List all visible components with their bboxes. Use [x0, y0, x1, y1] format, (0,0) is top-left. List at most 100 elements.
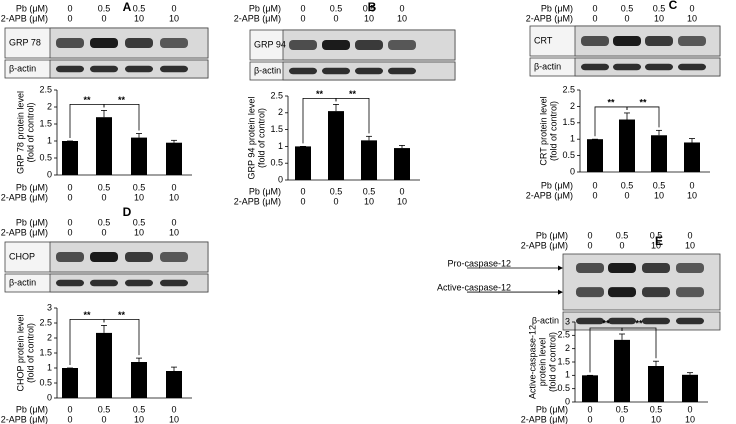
blot-band: [90, 279, 118, 287]
blot-band: [613, 63, 641, 71]
blot-band: [388, 67, 416, 75]
significance-bracket: [103, 104, 140, 131]
blot-arrowhead: [558, 265, 563, 271]
significance-label: **: [639, 97, 647, 107]
significance-label: **: [607, 97, 615, 107]
header-treatment-level: 0: [624, 13, 629, 23]
header-treatment-level: 0: [687, 230, 692, 240]
header-treatment-level: 0: [171, 217, 176, 227]
y-tick-label: 1.5: [39, 347, 52, 357]
y-axis-label: CHOP protein level: [15, 315, 25, 392]
blot-label: β-actin: [9, 63, 36, 73]
header-treatment-level: 0.5: [653, 3, 666, 13]
blot-band: [576, 263, 604, 273]
bar: [682, 374, 698, 402]
blot-band: [642, 287, 670, 298]
y-tick-label: 2.5: [557, 330, 570, 340]
x-treatment-level: 10: [134, 192, 144, 202]
y-tick-label: 0: [565, 396, 570, 406]
blot-band: [608, 287, 636, 298]
bar: [361, 140, 377, 180]
y-tick-label: 2: [278, 107, 283, 117]
x-treatment-name: 2-APB (μM): [526, 190, 573, 200]
x-treatment-level: 0: [399, 186, 404, 196]
y-tick-label: 3: [47, 302, 52, 312]
x-treatment-name: Pb (μM): [541, 180, 573, 190]
y-tick-label: 2: [47, 332, 52, 342]
blot-arrowhead: [558, 289, 563, 295]
header-treatment-level: 0: [300, 13, 305, 23]
x-treatment-level: 10: [654, 190, 664, 200]
header-treatment-level: 0: [300, 3, 305, 13]
header-treatment-level: 0: [101, 13, 106, 23]
significance-label: **: [118, 310, 126, 320]
x-treatment-level: 0.5: [653, 180, 666, 190]
header-treatment-level: 0.5: [363, 3, 376, 13]
bar: [131, 137, 147, 175]
blot-band: [676, 317, 704, 325]
header-treatment-level: 10: [169, 13, 179, 23]
x-treatment-level: 0: [67, 414, 72, 424]
y-axis-label: Active-caspase-12: [527, 325, 537, 399]
y-tick-label: 1.5: [562, 117, 575, 127]
blot-band: [56, 279, 84, 287]
y-tick-label: 2.5: [270, 90, 283, 100]
panel-label: C: [669, 0, 678, 12]
blot-band: [56, 252, 84, 262]
y-axis-label: (fold of control): [25, 323, 35, 383]
bar: [619, 119, 635, 172]
bar: [587, 139, 603, 172]
y-tick-label: 2.5: [562, 84, 575, 94]
panel-label: E: [655, 234, 663, 248]
blot-band: [645, 36, 673, 46]
header-treatment-level: 0: [689, 3, 694, 13]
header-treatment-level: 0: [67, 227, 72, 237]
y-axis-label: (fold of control): [25, 102, 35, 162]
bar: [166, 142, 182, 175]
y-tick-label: 2: [47, 101, 52, 111]
x-treatment-level: 0.5: [133, 182, 146, 192]
blot-strip: [562, 311, 721, 331]
panel-label: B: [368, 0, 377, 14]
y-tick-label: 1: [278, 141, 283, 151]
y-tick-label: 0.5: [270, 158, 283, 168]
x-treatment-level: 0.5: [98, 182, 111, 192]
blot-band: [160, 279, 188, 287]
header-treatment-level: 0: [592, 13, 597, 23]
x-treatment-name: Pb (μM): [16, 182, 48, 192]
x-treatment-level: 0: [624, 190, 629, 200]
significance-label: **: [349, 89, 357, 99]
header-treatment-level: 0.5: [133, 217, 146, 227]
blot-band: [125, 38, 153, 48]
blot-band: [355, 40, 383, 50]
x-treatment-level: 0: [171, 404, 176, 414]
significance-bracket: [626, 106, 660, 128]
x-treatment-level: 0: [592, 190, 597, 200]
x-treatment-level: 10: [397, 196, 407, 206]
header-treatment-name: Pb (μM): [16, 3, 48, 13]
x-treatment-level: 0: [619, 414, 624, 424]
y-tick-label: 0: [47, 392, 52, 402]
x-treatment-name: 2-APB (μM): [1, 192, 48, 202]
header-treatment-level: 0: [619, 240, 624, 250]
bar: [328, 111, 344, 180]
y-axis-label: GRP 94 protein level: [246, 97, 256, 180]
blot-label: β-actin: [254, 65, 281, 75]
blot-band: [160, 252, 188, 262]
y-tick-label: 0.5: [557, 383, 570, 393]
header-treatment-level: 10: [687, 13, 697, 23]
header-treatment-level: 10: [685, 240, 695, 250]
y-tick-label: 0: [47, 169, 52, 179]
x-treatment-level: 0: [101, 414, 106, 424]
y-tick-label: 0: [278, 174, 283, 184]
blot-band: [56, 65, 84, 73]
x-treatment-level: 0.5: [133, 404, 146, 414]
header-treatment-level: 0: [67, 217, 72, 227]
blot-band: [355, 67, 383, 75]
blot-band: [90, 252, 118, 262]
header-treatment-level: 0: [399, 3, 404, 13]
x-treatment-level: 0.5: [363, 186, 376, 196]
header-treatment-level: 0: [67, 13, 72, 23]
header-treatment-level: 10: [397, 13, 407, 23]
bar: [131, 362, 147, 398]
